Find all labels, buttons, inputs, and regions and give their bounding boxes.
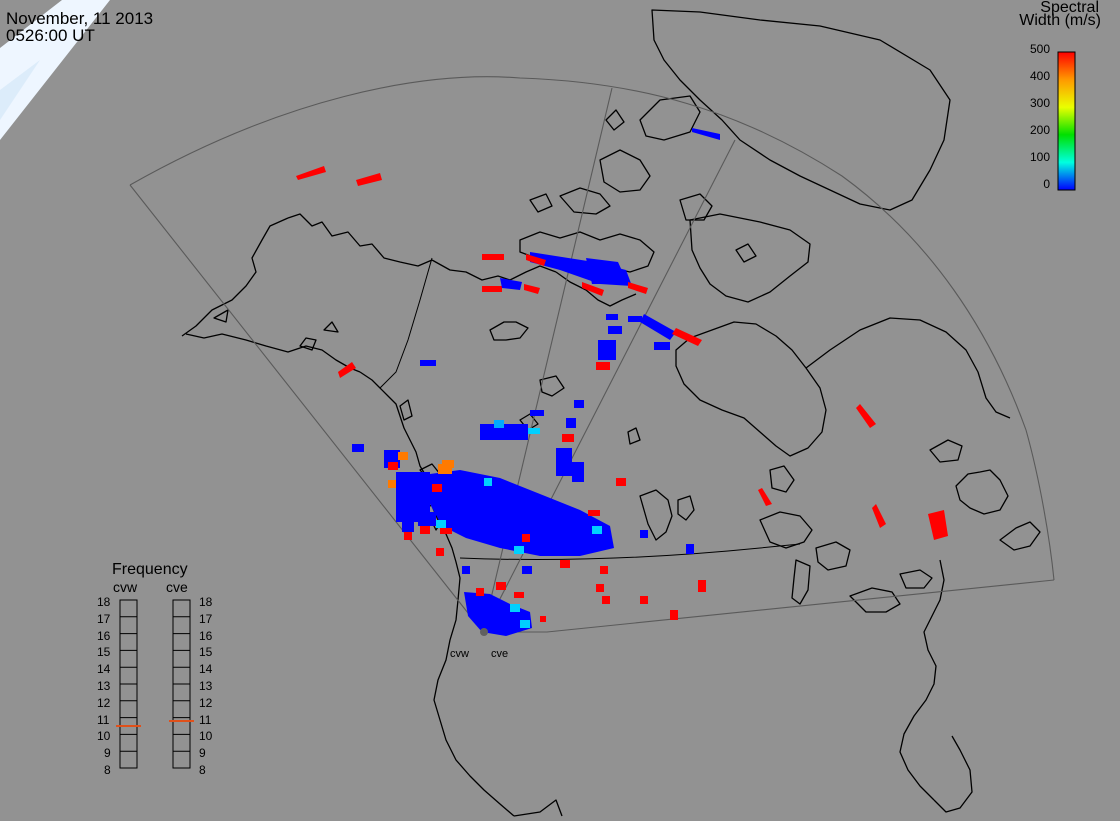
frequency-tick-right: 9 <box>199 746 206 761</box>
frequency-tick-right: 16 <box>199 628 213 643</box>
frequency-markers <box>116 719 194 727</box>
frequency-tick-right: 12 <box>199 695 213 710</box>
frequency-tick-right: 8 <box>199 763 206 777</box>
colorbar-tick: 0 <box>1043 177 1050 191</box>
frequency-tick-left: 12 <box>97 695 111 710</box>
frequency-tick-left: 18 <box>97 595 111 609</box>
frequency-tick-left: 8 <box>104 763 111 777</box>
frequency-tick-left: 9 <box>104 746 111 761</box>
coastlines <box>181 9 1041 817</box>
colorbar-title-line2: Width (m/s) <box>1019 12 1101 29</box>
frequency-tick-right: 10 <box>199 729 213 744</box>
frequency-tick-left: 10 <box>97 729 111 744</box>
colorbar-tick: 200 <box>1029 123 1050 137</box>
radar-site-marker <box>480 628 488 636</box>
site-label-cve: cve <box>491 648 509 660</box>
colorbar-title-line1: Spectral <box>1040 0 1099 16</box>
frequency-scales <box>119 599 191 769</box>
frequency-right-label: cve <box>166 579 188 595</box>
frequency-tick-right: 13 <box>199 679 213 693</box>
site-label-cvw: cvw <box>450 648 469 660</box>
frequency-tick-left: 11 <box>97 712 110 727</box>
frequency-tick-right: 11 <box>199 712 212 727</box>
colorbar-tick: 300 <box>1029 96 1050 110</box>
frequency-tick-left: 16 <box>97 628 111 643</box>
frequency-tick-left: 13 <box>97 679 111 693</box>
frequency-tick-right: 17 <box>199 611 213 626</box>
polar-cap-region <box>0 0 110 140</box>
borders <box>379 257 801 561</box>
colorbar-tick: 100 <box>1029 150 1050 164</box>
radar-echoes <box>296 128 948 636</box>
colorbar-tick: 500 <box>1029 42 1050 56</box>
colorbar <box>1057 51 1076 191</box>
frequency-left-label: cvw <box>113 579 138 595</box>
frequency-tick-left: 14 <box>97 662 111 677</box>
frequency-tick-right: 18 <box>199 595 213 609</box>
frequency-tick-right: 15 <box>199 645 213 660</box>
frequency-tick-left: 15 <box>97 645 111 660</box>
colorbar-tick: 400 <box>1029 69 1050 83</box>
frequency-title: Frequency <box>112 561 188 578</box>
frequency-tick-right: 14 <box>199 662 213 677</box>
time-label: 0526:00 UT <box>6 26 95 45</box>
frequency-tick-left: 17 <box>97 611 111 626</box>
date-label: November, 11 2013 <box>6 9 154 28</box>
